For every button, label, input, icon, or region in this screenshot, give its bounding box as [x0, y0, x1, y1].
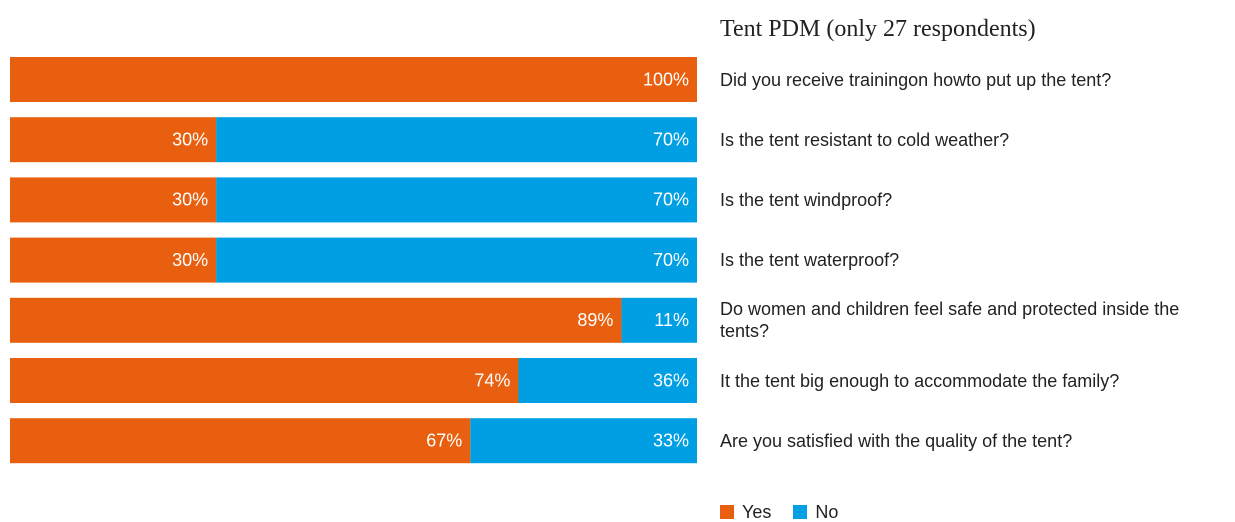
category-label: Are you satisfied with the quality of th…: [720, 430, 1073, 451]
bar-segment: [621, 297, 697, 343]
bar-segment: [10, 237, 217, 283]
data-label: 89%: [577, 310, 613, 330]
bar-segment: [10, 358, 519, 403]
data-label: 100%: [643, 69, 689, 89]
legend-item: Yes: [720, 502, 771, 522]
bar-segment: [216, 117, 697, 163]
legend-label: Yes: [742, 502, 772, 522]
data-label: 30%: [172, 190, 208, 210]
data-label: 70%: [653, 250, 689, 270]
data-label: 11%: [654, 310, 689, 330]
category-label: Did you receive trainingon howto put up …: [720, 69, 1112, 90]
category-label: Is the tent waterproof?: [720, 250, 900, 271]
legend-swatch: [793, 505, 808, 519]
bar-segment: [470, 418, 697, 464]
data-label: 30%: [172, 250, 208, 270]
category-label: Do women and children feel safe and prot…: [720, 299, 1180, 342]
bar-segment: [10, 117, 217, 163]
data-label: 33%: [653, 430, 689, 450]
category-label: Is the tent resistant to cold weather?: [720, 129, 1010, 150]
bar-segment: [10, 57, 697, 102]
bar-segment: [216, 237, 697, 283]
legend-swatch: [720, 505, 734, 519]
legend: Yes No: [720, 502, 838, 522]
category-label: Is the tent windproof?: [720, 189, 893, 210]
category-label: It the tent big enough to accommodate th…: [720, 370, 1120, 391]
legend-item: No: [793, 502, 838, 522]
data-label: 74%: [474, 370, 510, 390]
data-label: 67%: [426, 430, 462, 450]
legend-label: No: [815, 502, 839, 522]
bar-segment: [10, 177, 217, 223]
data-label: 70%: [653, 190, 689, 210]
bar-segment: [10, 418, 471, 464]
data-label: 30%: [172, 129, 208, 149]
bar-segment: [10, 297, 622, 343]
data-label: 70%: [653, 129, 689, 149]
bar-segment: [216, 177, 697, 223]
data-label: 36%: [653, 370, 689, 390]
chart-title: Tent PDM (only 27 respondents): [720, 16, 1036, 42]
